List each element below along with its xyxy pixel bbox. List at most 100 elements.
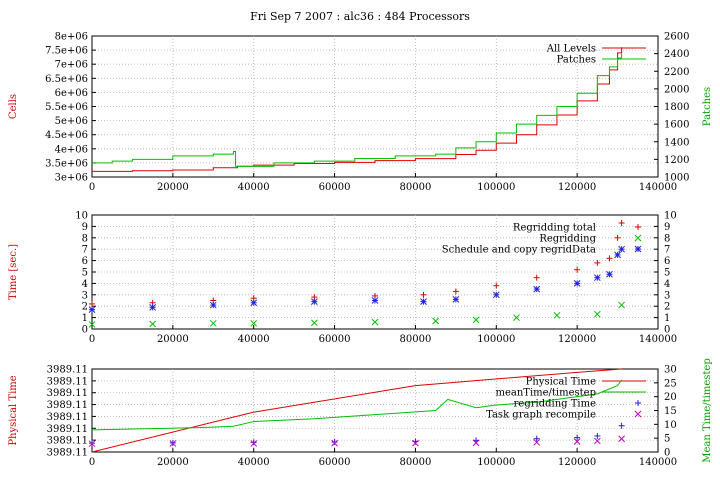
legend-label: Schedule and copy regridData bbox=[442, 245, 596, 256]
data-point bbox=[533, 285, 541, 293]
y-tick-label: 8e+06 bbox=[55, 32, 88, 43]
data-point bbox=[618, 422, 625, 429]
series-regridding-total-markers bbox=[89, 219, 625, 307]
y2-tick-label: 10 bbox=[664, 211, 677, 222]
y2-tick-label: 8 bbox=[664, 233, 670, 244]
data-point bbox=[209, 301, 217, 309]
data-point bbox=[412, 439, 419, 447]
y-tick-label: 5e+06 bbox=[55, 116, 88, 127]
y-tick-label: 3989.11 bbox=[47, 412, 88, 423]
x-tick-label: 100000 bbox=[477, 334, 515, 345]
data-point bbox=[618, 245, 625, 253]
data-point bbox=[574, 434, 581, 441]
y2-tick-label: 1400 bbox=[664, 137, 689, 148]
series-meantime-timestep-line bbox=[91, 379, 623, 431]
legend-swatch bbox=[634, 245, 642, 253]
y-tick-label: 3989.11 bbox=[47, 400, 88, 411]
data-point bbox=[493, 282, 500, 289]
y2-tick-label: 5 bbox=[664, 268, 670, 279]
y-tick-label: 3989.11 bbox=[47, 448, 88, 459]
data-point bbox=[533, 438, 541, 446]
x-tick-label: 20000 bbox=[157, 334, 189, 345]
data-point bbox=[533, 435, 540, 442]
data-point bbox=[594, 437, 601, 445]
data-point bbox=[331, 439, 338, 446]
y2-tick-label: 2400 bbox=[664, 49, 689, 60]
y2-tick-label: 10 bbox=[664, 420, 677, 431]
x-tick-label: 40000 bbox=[238, 182, 270, 193]
y-axis-label: Time [sec.] bbox=[8, 244, 19, 300]
data-point bbox=[452, 296, 460, 303]
y-tick-label: 3989.11 bbox=[47, 365, 88, 376]
x-tick-label: 80000 bbox=[400, 457, 432, 468]
data-point bbox=[573, 438, 581, 445]
data-point bbox=[614, 251, 621, 259]
y-tick-label: 6 bbox=[82, 256, 88, 267]
y-tick-label: 0 bbox=[82, 325, 88, 336]
legend-label: meanTime/timestep bbox=[495, 388, 596, 399]
y-tick-label: 1 bbox=[82, 313, 88, 324]
series-all-levels-line bbox=[92, 47, 623, 172]
x-tick-label: 140000 bbox=[639, 457, 677, 468]
series-regridding-markers bbox=[88, 301, 625, 328]
series-task-graph-recompile-markers bbox=[88, 435, 625, 448]
y2-tick-label: 2200 bbox=[664, 67, 689, 78]
y2-tick-label: 1600 bbox=[664, 120, 689, 131]
data-point bbox=[250, 440, 258, 447]
data-point bbox=[594, 259, 601, 266]
data-point bbox=[606, 255, 613, 262]
x-tick-label: 100000 bbox=[477, 182, 515, 193]
data-point bbox=[606, 270, 613, 278]
data-point bbox=[331, 439, 338, 447]
y2-tick-label: 1 bbox=[664, 313, 670, 324]
data-point bbox=[573, 280, 581, 287]
y-tick-label: 3989.11 bbox=[47, 388, 88, 399]
series-schedule-and-copy-regriddata-markers bbox=[88, 245, 625, 313]
y2-axis-label: Mean Time/timestep bbox=[702, 358, 713, 462]
legend-swatch bbox=[635, 224, 641, 230]
x-tick-label: 60000 bbox=[319, 457, 351, 468]
legend-label: Physical Time bbox=[526, 377, 596, 388]
data-point bbox=[420, 291, 427, 298]
x-tick-label: 80000 bbox=[400, 182, 432, 193]
chart-panel-2: 0 20000 40000 60000 80000 100000 120000 1400000… bbox=[8, 211, 677, 346]
y-tick-label: 7e+06 bbox=[55, 60, 88, 71]
y2-tick-label: 20 bbox=[664, 392, 677, 403]
x-tick-label: 0 bbox=[89, 457, 95, 468]
x-tick-label: 20000 bbox=[157, 182, 189, 193]
x-tick-label: 40000 bbox=[238, 457, 270, 468]
data-point bbox=[452, 288, 459, 295]
data-point bbox=[250, 319, 258, 327]
data-point bbox=[371, 318, 379, 326]
data-point bbox=[533, 274, 540, 281]
y2-tick-label: 6 bbox=[664, 256, 670, 267]
y2-tick-label: 4 bbox=[664, 279, 670, 290]
data-point bbox=[594, 274, 601, 282]
x-tick-label: 0 bbox=[89, 334, 95, 345]
data-point bbox=[88, 306, 96, 313]
chart-panel-3: 0 20000 40000 60000 80000 100000 120000 140000 3… bbox=[8, 358, 713, 468]
y2-axis-label: Patches bbox=[702, 87, 713, 126]
data-point bbox=[614, 234, 621, 241]
y-tick-label: 4 bbox=[82, 279, 88, 290]
data-point bbox=[88, 321, 96, 328]
y2-tick-label: 1800 bbox=[664, 102, 689, 113]
data-point bbox=[209, 319, 217, 327]
y2-tick-label: 1200 bbox=[664, 155, 689, 166]
data-point bbox=[250, 299, 258, 307]
y2-tick-label: 0 bbox=[664, 325, 670, 336]
x-tick-label: 20000 bbox=[157, 457, 189, 468]
chart-panel-1: 0 20000 40000 60000 80000 100000 120000 140000 3… bbox=[8, 32, 713, 194]
y2-tick-label: 15 bbox=[664, 406, 677, 417]
data-point bbox=[250, 439, 257, 446]
y2-tick-label: 0 bbox=[664, 448, 670, 459]
data-point bbox=[618, 301, 625, 309]
series-patches-line bbox=[92, 53, 623, 167]
y-tick-label: 3989.11 bbox=[47, 424, 88, 435]
legend-swatch bbox=[635, 400, 641, 406]
data-point bbox=[574, 266, 581, 273]
data-point bbox=[169, 440, 177, 447]
data-point bbox=[594, 432, 601, 439]
data-point bbox=[472, 439, 480, 447]
